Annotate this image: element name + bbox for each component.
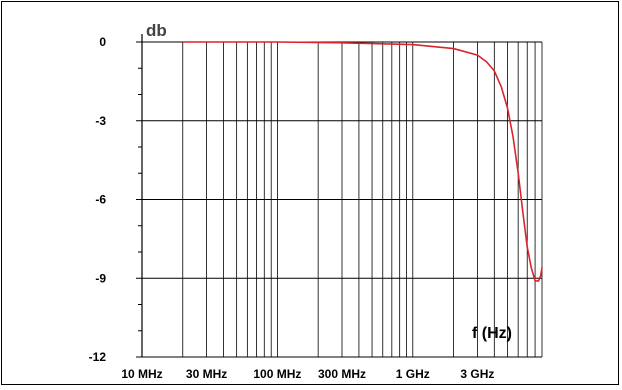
x-axis-label: f (Hz) — [472, 325, 512, 342]
y-tick-label: -12 — [89, 350, 107, 364]
y-axis-label: db — [146, 21, 167, 40]
y-tick-label: -3 — [95, 114, 106, 128]
y-tick-label: -9 — [95, 271, 106, 285]
x-tick-label: 100 MHz — [253, 367, 301, 381]
response-curve-line — [182, 41, 543, 282]
x-tick-label: 300 MHz — [318, 367, 366, 381]
x-tick-label: 1 GHz — [396, 367, 430, 381]
y-tick-label: -6 — [95, 193, 106, 207]
x-tick-label: 10 MHz — [121, 367, 162, 381]
chart-frame: 0 -3 -6 -9 -12 10 MHz 30 MHz 100 MHz 300 MHz 1 G… — [1, 1, 619, 385]
major-gridlines — [136, 41, 542, 358]
x-tick-label: 3 GHz — [460, 367, 494, 381]
x-tick-label: 30 MHz — [186, 367, 227, 381]
axes — [141, 34, 542, 358]
x-tick-labels: 10 MHz 30 MHz 100 MHz 300 MHz 1 GHz 3 GHz — [121, 367, 494, 381]
y-tick-label: 0 — [99, 35, 106, 49]
y-tick-labels: 0 -3 -6 -9 -12 — [89, 35, 107, 364]
